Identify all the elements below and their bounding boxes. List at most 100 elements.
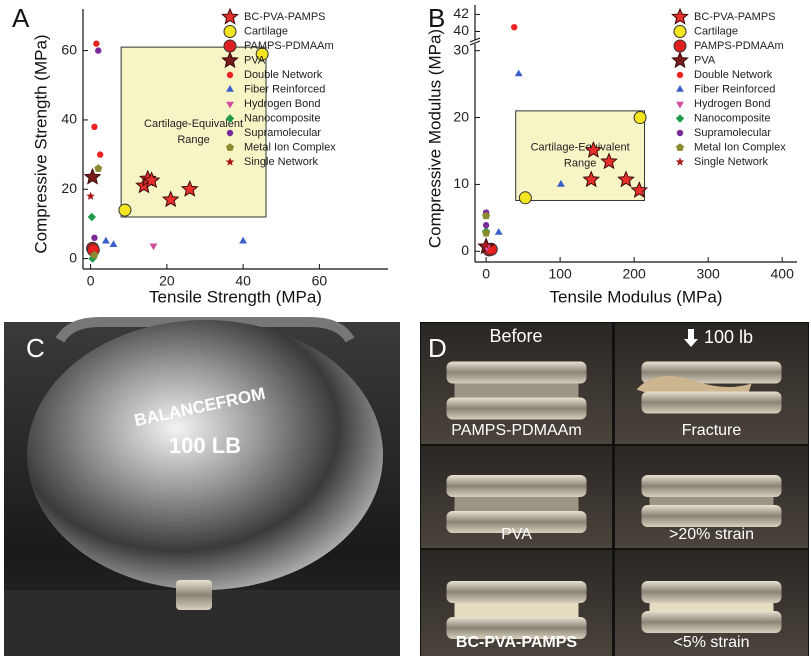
sample: [454, 497, 579, 511]
photo-caption: <5% strain: [673, 634, 749, 651]
platen: [446, 361, 587, 384]
panel-label: B: [428, 3, 445, 33]
legend-marker: [673, 25, 687, 38]
point: [83, 167, 102, 185]
photo-d: PAMPS-PDMAAm Fracture PVA >20% strain BC-PVA…: [420, 322, 809, 656]
legend-marker: [226, 143, 234, 151]
point: [514, 69, 523, 77]
legend-label: PVA: [244, 54, 266, 66]
point: [239, 236, 247, 244]
range-label: Range: [564, 158, 596, 170]
y-tick-label: 0: [461, 242, 469, 258]
point: [482, 211, 491, 220]
platen: [446, 581, 587, 603]
legend-label: Cartilage: [694, 25, 738, 37]
photo-caption: PAMPS-PDMAAm: [451, 422, 581, 439]
platen: [446, 511, 587, 533]
legend-label: Single Network: [244, 156, 318, 168]
x-tick-label: 300: [696, 266, 720, 282]
y-tick-label: 30: [453, 41, 469, 57]
legend-label: Metal Ion Complex: [694, 141, 786, 153]
point: [87, 212, 96, 222]
legend-label: PVA: [694, 54, 716, 66]
legend-marker: [223, 25, 237, 38]
legend-label: Nanocomposite: [244, 112, 320, 124]
legend-label: Hydrogen Bond: [244, 98, 320, 110]
x-tick-label: 0: [87, 273, 95, 289]
photo-c: C BALANCEFROM 100 LB: [4, 317, 400, 656]
platen: [446, 475, 587, 497]
platen: [641, 391, 782, 414]
legend-label: PAMPS-PDMAAm: [244, 40, 334, 52]
legend-label: PAMPS-PDMAAm: [694, 40, 784, 52]
y-tick-label: 20: [61, 180, 77, 196]
legend-marker: [223, 39, 237, 53]
legend-marker: [675, 157, 685, 166]
point: [255, 47, 269, 61]
sample: [454, 383, 579, 398]
legend-marker: [676, 129, 684, 137]
point: [494, 228, 503, 235]
legend-label: Hydrogen Bond: [694, 98, 770, 110]
point: [617, 170, 635, 188]
legend-marker: [225, 114, 235, 123]
point: [102, 236, 110, 244]
point: [630, 181, 649, 198]
photo-caption: Fracture: [682, 422, 742, 439]
point: [584, 141, 603, 158]
point: [93, 40, 100, 47]
photo-caption: >20% strain: [669, 526, 754, 543]
y-tick-label: 60: [61, 41, 77, 57]
point: [180, 180, 199, 197]
legend-label: Double Network: [694, 69, 773, 81]
legend-marker: [225, 157, 235, 166]
photo-caption: BC-PVA-PAMPS: [456, 634, 578, 651]
point: [582, 170, 601, 188]
legend-label: Double Network: [244, 69, 323, 81]
legend-marker: [676, 101, 684, 109]
point: [94, 164, 103, 172]
legend-marker: [226, 71, 234, 79]
point: [91, 234, 98, 241]
range-box: [515, 110, 646, 201]
point: [90, 250, 99, 259]
x-tick-label: 0: [482, 266, 490, 282]
platen: [641, 581, 782, 603]
legend-label: BC-PVA-PAMPS: [244, 11, 326, 23]
legend-marker: [221, 51, 239, 69]
y-tick-label: 0: [69, 249, 77, 265]
legend-label: Nanocomposite: [694, 112, 770, 124]
down-arrow: [684, 329, 698, 347]
range-label: Cartilage-Equivalent: [531, 142, 630, 154]
weight-text: 100 LB: [169, 433, 241, 458]
sample: [454, 603, 579, 617]
legend-marker: [671, 7, 689, 25]
point: [118, 203, 132, 217]
y-tick-label: 10: [453, 175, 469, 191]
point: [95, 47, 102, 54]
legend-marker: [226, 101, 234, 109]
legend-marker: [226, 85, 234, 92]
legend-label: Single Network: [694, 156, 768, 168]
point: [633, 111, 647, 125]
photo-caption: PVA: [501, 526, 532, 543]
y-axis-title: Compressive Modulus (MPa): [425, 29, 444, 248]
point: [600, 152, 618, 170]
x-tick-label: 40: [235, 273, 251, 289]
column-header: 100 lb: [704, 327, 753, 347]
y-tick-label: 42: [453, 5, 469, 21]
point: [149, 243, 158, 251]
panel-label: D: [428, 333, 447, 363]
legend-marker: [226, 129, 234, 137]
point: [142, 171, 161, 189]
range-label: Range: [177, 134, 209, 146]
y-tick-label: 40: [453, 22, 469, 38]
legend-marker: [675, 114, 685, 123]
platen: [641, 505, 782, 527]
x-tick-label: 60: [312, 273, 328, 289]
point: [96, 151, 104, 158]
column-header: Before: [489, 326, 542, 346]
x-tick-label: 100: [548, 266, 572, 282]
x-tick-label: 20: [159, 273, 175, 289]
y-axis-title: Compressive Strength (MPa): [31, 34, 50, 253]
